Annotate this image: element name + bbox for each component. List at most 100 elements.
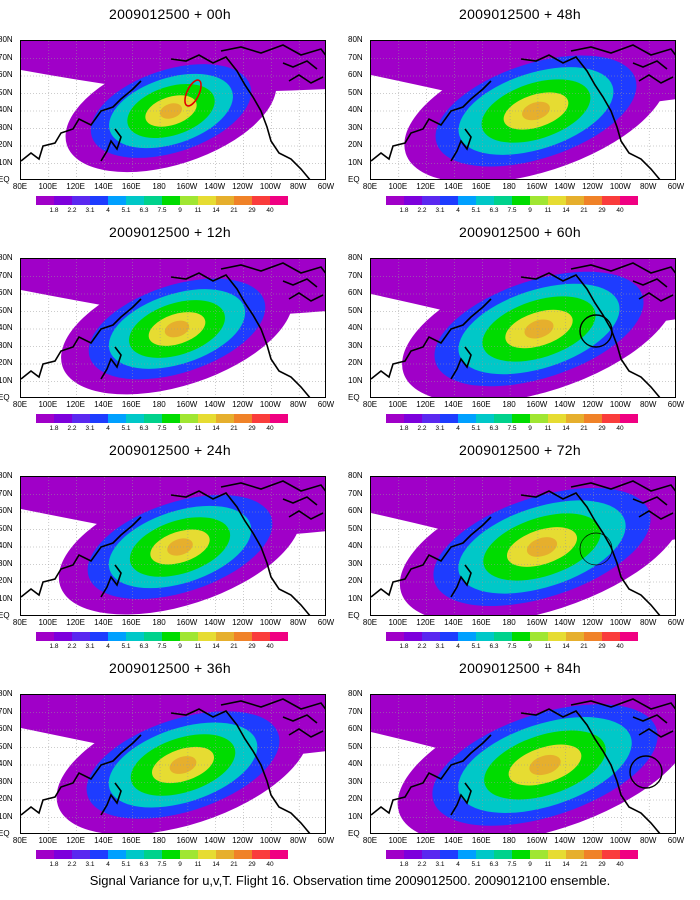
colorbar-label: 3.1 xyxy=(435,643,445,650)
coastline xyxy=(450,782,472,816)
colorbar-label: 21 xyxy=(230,643,238,650)
colorbar-swatch xyxy=(548,850,566,859)
colorbar-label: 7.5 xyxy=(157,861,167,868)
lon-tick-label: 120E xyxy=(416,182,435,191)
lon-tick-label: 80W xyxy=(639,836,657,845)
colorbar-label: 3.1 xyxy=(85,207,95,214)
colorbar-label: 7.5 xyxy=(157,643,167,650)
lon-tick-label: 140E xyxy=(444,618,463,627)
colorbar-swatch xyxy=(476,414,494,423)
lon-tick-label: 140E xyxy=(444,836,463,845)
colorbar-label: 1.8 xyxy=(49,207,59,214)
lat-tick-label: 30N xyxy=(0,122,13,132)
colorbar-label: 5.1 xyxy=(471,425,481,432)
colorbar-swatch xyxy=(198,196,216,205)
colorbar-swatch xyxy=(234,414,252,423)
lat-tick-label: 50N xyxy=(0,87,13,97)
lon-tick-label: 140W xyxy=(554,400,576,409)
coastline xyxy=(220,262,325,274)
lon-tick-label: 80W xyxy=(289,618,307,627)
colorbar-label: 1.8 xyxy=(49,643,59,650)
colorbar-label: 7.5 xyxy=(507,425,517,432)
colorbar-label: 2.2 xyxy=(417,425,427,432)
lat-tick-label: 60N xyxy=(0,506,13,515)
lat-tick-label: EQ xyxy=(348,611,360,620)
colorbar-labels: 1.8 2.2 3.1 4 5.1 6.3 7.5 9 11 14 21 29 40 xyxy=(36,861,306,871)
colorbar-swatch xyxy=(620,850,638,859)
colorbar-label: 14 xyxy=(562,425,570,432)
lat-tick-label: 30N xyxy=(348,558,363,568)
coastline xyxy=(100,564,122,598)
colorbar-label: 9 xyxy=(178,425,182,432)
lon-tick-label: 100W xyxy=(259,182,281,191)
colorbar-swatch xyxy=(180,850,198,859)
panel-title: 2009012500 + 72h xyxy=(459,442,581,458)
colorbar-label: 9 xyxy=(528,207,532,214)
lon-tick-label: 140W xyxy=(204,618,226,627)
coastline xyxy=(21,80,142,162)
colorbar-labels: 1.8 2.2 3.1 4 5.1 6.3 7.5 9 11 14 21 29 40 xyxy=(36,207,306,217)
coastline xyxy=(632,714,668,724)
colorbar-swatch xyxy=(404,632,422,641)
panel-title: 2009012500 + 36h xyxy=(109,660,231,676)
colorbar-labels: 1.8 2.2 3.1 4 5.1 6.3 7.5 9 11 14 21 29 40 xyxy=(386,207,656,217)
colorbar-swatch xyxy=(584,850,602,859)
colorbar-swatch xyxy=(620,196,638,205)
colorbar-label: 1.8 xyxy=(49,425,59,432)
lon-tick-label: 80W xyxy=(289,400,307,409)
colorbar-swatch xyxy=(252,632,270,641)
colorbar-swatch xyxy=(216,414,234,423)
lon-tick-label: 60W xyxy=(317,836,335,845)
colorbar-label: 6.3 xyxy=(489,861,499,868)
colorbar-label: 6.3 xyxy=(139,643,149,650)
colorbar-swatch xyxy=(90,414,108,423)
lon-tick-label: 100E xyxy=(388,400,408,409)
variance-field-svg xyxy=(21,259,325,397)
colorbar-swatch xyxy=(126,632,144,641)
coastline xyxy=(371,298,492,380)
lat-tick-label: 40N xyxy=(348,105,363,114)
lon-tick-label: 140E xyxy=(94,182,113,191)
lon-tick-label: 100W xyxy=(259,618,281,627)
colorbar-label: 11 xyxy=(194,643,202,650)
lat-tick-label: 10N xyxy=(0,593,13,603)
colorbar-label: 9 xyxy=(528,643,532,650)
lat-tick-label: 80N xyxy=(0,35,13,44)
lat-tick-label: 70N xyxy=(0,706,13,716)
lon-tick-label: 80E xyxy=(362,836,378,845)
colorbar-label: 21 xyxy=(580,643,588,650)
colorbar-label: 5.1 xyxy=(121,861,131,868)
lat-tick-label: 60N xyxy=(348,70,363,79)
colorbar-swatch xyxy=(476,196,494,205)
lon-tick-label: 60W xyxy=(667,618,685,627)
lon-tick-label: 160E xyxy=(121,618,141,627)
colorbar-label: 11 xyxy=(544,425,552,432)
lon-tick-label: 120W xyxy=(582,836,603,845)
colorbar-swatch xyxy=(440,196,458,205)
colorbar-swatch xyxy=(198,414,216,423)
variance-field-svg xyxy=(21,695,325,833)
lat-tick-label: EQ xyxy=(0,829,10,838)
colorbar-swatch xyxy=(72,196,90,205)
lat-tick-label: EQ xyxy=(0,175,10,184)
map-plot xyxy=(370,694,676,834)
colorbar-swatch xyxy=(234,850,252,859)
lon-tick-label: 160W xyxy=(526,618,548,627)
lon-tick-label: 180 xyxy=(502,618,516,627)
lon-tick-label: 80E xyxy=(362,400,378,409)
colorbar-label: 9 xyxy=(528,425,532,432)
map-panel: 2009012500 + 72h 80N 70N 60N 50N 40N 30N 20N 10N… xyxy=(348,436,690,656)
coastline xyxy=(288,74,324,84)
colorbar-swatch xyxy=(108,414,126,423)
colorbar-swatch xyxy=(566,414,584,423)
lon-tick-label: 140W xyxy=(204,400,226,409)
coastline xyxy=(520,708,661,833)
colorbar-label: 2.2 xyxy=(417,207,427,214)
map-plot xyxy=(20,258,326,398)
lon-tick-label: 100W xyxy=(609,400,631,409)
lon-axis: 80E 100E 120E 140E 160E 180 160W 140W 120W 100W 80… xyxy=(358,618,688,630)
lon-axis: 80E 100E 120E 140E 160E 180 160W 140W 120W 100W 80… xyxy=(8,836,338,848)
colorbar-swatch xyxy=(566,196,584,205)
colorbar-swatch xyxy=(512,196,530,205)
lat-tick-label: 50N xyxy=(348,87,363,97)
